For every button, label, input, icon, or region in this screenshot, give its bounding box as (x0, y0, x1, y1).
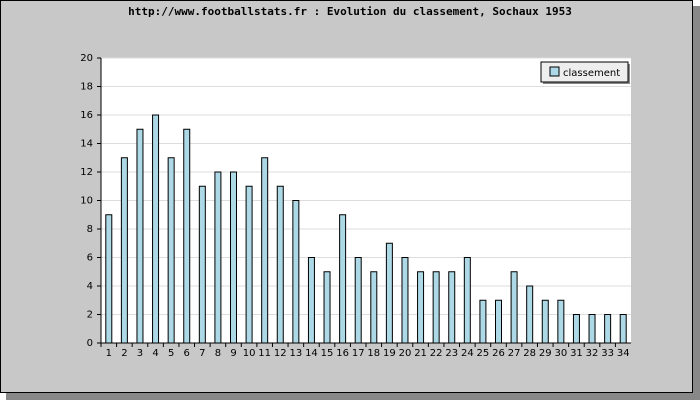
x-tick-label: 33 (601, 348, 614, 359)
bar (401, 257, 409, 344)
bar (495, 299, 502, 344)
bar (245, 185, 253, 344)
chart-title: http://www.footballstats.fr : Evolution … (128, 5, 572, 18)
y-tick-label: 0 (87, 338, 93, 349)
bar (183, 128, 191, 344)
x-tick-label: 1 (106, 348, 112, 359)
y-tick-label: 2 (87, 310, 93, 321)
x-tick-label: 8 (215, 348, 221, 359)
x-tick-label: 13 (289, 348, 302, 359)
bar (557, 299, 565, 344)
x-tick-label: 4 (152, 348, 158, 359)
x-tick-label: 2 (121, 348, 127, 359)
y-tick-label: 12 (80, 167, 93, 178)
bar (261, 157, 269, 344)
x-tick-label: 15 (321, 348, 334, 359)
bar (276, 185, 284, 344)
x-tick-label: 22 (430, 348, 443, 359)
x-tick-label: 21 (414, 348, 427, 359)
x-tick-label: 20 (399, 348, 412, 359)
x-tick-label: 30 (554, 348, 567, 359)
x-tick-label: 26 (492, 348, 505, 359)
bar (136, 128, 144, 344)
x-tick-label: 18 (367, 348, 380, 359)
bar (105, 214, 113, 344)
bar (604, 314, 612, 344)
bar (152, 114, 160, 344)
x-tick-label: 9 (230, 348, 236, 359)
legend (540, 61, 629, 83)
bar (214, 171, 222, 344)
x-tick-label: 12 (274, 348, 287, 359)
bar (323, 271, 331, 344)
x-tick-label: 14 (305, 348, 318, 359)
bar (120, 157, 128, 344)
bar (510, 271, 518, 344)
bar (230, 171, 237, 344)
x-tick-label: 19 (383, 348, 396, 359)
bar (572, 314, 580, 344)
legend-label: classement (563, 68, 620, 79)
x-tick-label: 25 (477, 348, 490, 359)
legend-swatch (549, 66, 560, 77)
x-tick-label: 16 (336, 348, 349, 359)
bar (588, 314, 596, 344)
x-tick-label: 29 (539, 348, 552, 359)
y-tick-label: 8 (87, 224, 93, 235)
bar (292, 200, 300, 344)
bar (198, 185, 206, 344)
bar (526, 285, 534, 344)
bar (619, 314, 627, 344)
x-tick-label: 3 (137, 348, 143, 359)
x-tick-label: 17 (352, 348, 365, 359)
bar (432, 271, 440, 344)
x-tick-label: 11 (258, 348, 271, 359)
y-tick-label: 6 (87, 253, 93, 264)
bar (463, 257, 471, 344)
x-tick-label: 7 (199, 348, 205, 359)
x-tick-label: 32 (586, 348, 599, 359)
x-tick-label: 24 (461, 348, 474, 359)
bar (385, 242, 393, 344)
bar (167, 157, 175, 344)
x-tick-label: 10 (243, 348, 256, 359)
y-tick-label: 18 (80, 82, 93, 93)
x-tick-label: 23 (445, 348, 458, 359)
bar (339, 214, 347, 344)
y-tick-label: 4 (87, 281, 93, 292)
x-tick-label: 31 (570, 348, 583, 359)
y-tick-label: 10 (80, 196, 93, 207)
bar (354, 257, 362, 344)
bar (448, 271, 456, 344)
y-tick-label: 20 (80, 53, 93, 64)
x-tick-label: 28 (523, 348, 536, 359)
x-tick-label: 5 (168, 348, 174, 359)
x-tick-label: 6 (184, 348, 190, 359)
bar (541, 299, 549, 344)
x-tick-label: 34 (617, 348, 630, 359)
bar (370, 271, 378, 344)
y-tick-label: 14 (80, 139, 93, 150)
y-tick-label: 16 (80, 110, 93, 121)
bar (479, 299, 487, 344)
bar (417, 271, 425, 344)
x-tick-label: 27 (508, 348, 521, 359)
bar (307, 257, 315, 344)
